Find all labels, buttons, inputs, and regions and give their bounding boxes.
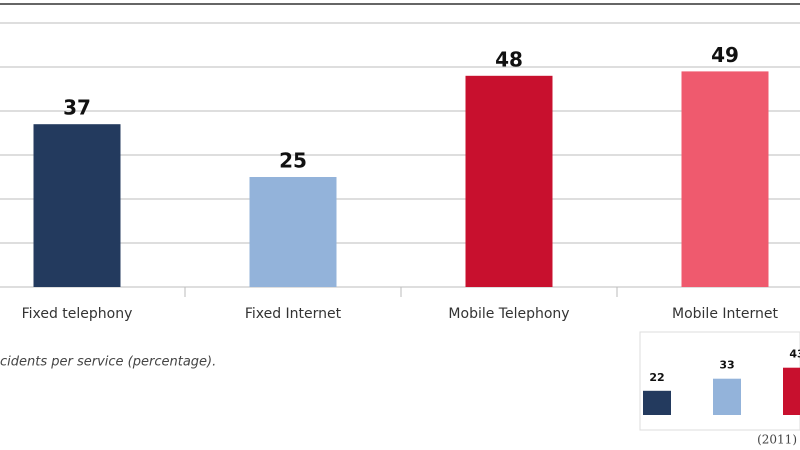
- bar: [681, 71, 769, 288]
- bar: [643, 390, 671, 415]
- value-label: 48: [495, 47, 523, 71]
- bar: [713, 378, 741, 415]
- bar: [249, 177, 337, 287]
- x-tick-label: Mobile Telephony: [448, 306, 569, 322]
- value-label: 33: [719, 359, 734, 372]
- value-label: 37: [63, 96, 91, 120]
- value-label: 22: [649, 371, 664, 384]
- value-label: 49: [711, 43, 739, 67]
- bar: [465, 75, 553, 287]
- bar: [783, 367, 800, 415]
- x-tick-label: Fixed telephony: [22, 306, 133, 322]
- x-tick-label: Mobile Internet: [672, 306, 778, 322]
- value-label: 25: [279, 149, 307, 173]
- caption: cidents per service (percentage).: [0, 355, 216, 370]
- bar: [33, 124, 121, 287]
- inset-caption: (2011): [757, 433, 797, 447]
- x-tick-label: Fixed Internet: [245, 306, 342, 322]
- value-label: 43: [789, 348, 800, 361]
